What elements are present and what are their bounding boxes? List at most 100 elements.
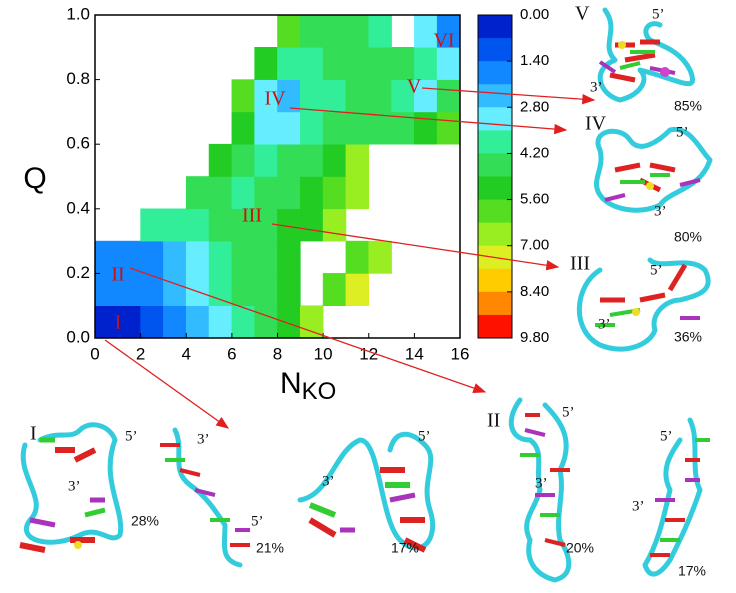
contour-cell bbox=[208, 208, 233, 242]
population-label: 80% bbox=[674, 229, 702, 245]
contour-cell bbox=[322, 208, 347, 242]
x-tick-label: 14 bbox=[405, 344, 424, 363]
contour-cell bbox=[322, 143, 347, 177]
contour-cell bbox=[368, 111, 392, 145]
colorbar-band bbox=[478, 199, 512, 224]
contour-cell bbox=[300, 305, 324, 339]
contour-cell bbox=[345, 273, 370, 306]
colorbar-band bbox=[478, 84, 512, 108]
contour-cell bbox=[277, 46, 301, 80]
contour-cell bbox=[208, 143, 233, 177]
x-tick-label: 8 bbox=[273, 344, 282, 363]
x-label-main: N bbox=[280, 367, 302, 400]
region-label: VI bbox=[433, 30, 454, 52]
contour-cell bbox=[436, 46, 461, 80]
contour-cell bbox=[345, 14, 370, 48]
colorbar-tick-label: 1.40 bbox=[520, 52, 549, 69]
five-prime-label: 5’ bbox=[418, 428, 431, 444]
contour-cell bbox=[231, 240, 255, 274]
contour-cell bbox=[300, 208, 324, 242]
contour-cell bbox=[185, 273, 210, 306]
contour-cell bbox=[345, 240, 370, 274]
contour-cell bbox=[231, 79, 255, 113]
contour-cell bbox=[185, 240, 210, 274]
contour-cell bbox=[345, 79, 370, 113]
x-tick-label: 6 bbox=[227, 344, 236, 363]
colorbar-frame bbox=[477, 14, 513, 339]
contour-cell bbox=[254, 305, 278, 339]
contour-cell bbox=[231, 273, 255, 306]
contour-cell bbox=[163, 208, 187, 242]
structure-label: II bbox=[487, 410, 500, 432]
colorbar-tick-label: 8.40 bbox=[520, 283, 549, 300]
colorbar-band bbox=[478, 130, 512, 154]
region-label: II bbox=[111, 264, 124, 286]
three-prime-label: 3’ bbox=[68, 478, 81, 494]
structure-label: V bbox=[575, 3, 590, 25]
three-prime-label: 3’ bbox=[322, 473, 335, 489]
structure-sketches bbox=[19, 7, 713, 583]
region-label: V bbox=[407, 76, 422, 98]
contour-cell bbox=[368, 79, 392, 113]
contour-cell bbox=[140, 305, 164, 339]
contour-cell bbox=[254, 111, 278, 145]
colorbar-tick-label: 5.60 bbox=[520, 191, 549, 208]
contour-cell bbox=[277, 111, 301, 145]
population-label: 17% bbox=[391, 540, 419, 556]
x-tick-label: 16 bbox=[451, 344, 470, 363]
population-label: 36% bbox=[674, 329, 702, 345]
colorbar-tick-label: 7.00 bbox=[520, 237, 549, 254]
contour-cell bbox=[277, 14, 301, 48]
five-prime-label: 5’ bbox=[562, 404, 575, 420]
contour-cell bbox=[368, 14, 392, 48]
x-axis-label: NKO bbox=[280, 367, 336, 405]
population-label: 20% bbox=[566, 540, 594, 556]
colorbar-tick-label: 2.80 bbox=[520, 98, 549, 115]
contour-cell bbox=[300, 176, 324, 210]
contour-cell bbox=[322, 176, 347, 210]
colorbar-band bbox=[478, 176, 512, 201]
contour-cell bbox=[322, 111, 347, 145]
contour-cell bbox=[254, 240, 278, 274]
contour-cell bbox=[277, 240, 301, 274]
contour-cell bbox=[436, 111, 461, 145]
colorbar-band bbox=[478, 61, 512, 85]
contour-cell bbox=[208, 176, 233, 210]
contour-cell bbox=[163, 273, 187, 306]
contour-plot: 0 2 4 6 8 10 12 14 160.00.20.40.60.81.0QNKO0.001… bbox=[23, 4, 549, 405]
contour-cell bbox=[277, 273, 301, 306]
colorbar-band bbox=[478, 15, 512, 39]
five-prime-label: 5’ bbox=[650, 262, 663, 278]
y-tick-label: 0.4 bbox=[66, 198, 90, 217]
colorbar-band bbox=[478, 222, 512, 247]
contour-cell bbox=[322, 273, 347, 306]
contour-cell bbox=[345, 111, 370, 145]
contour-cell bbox=[300, 79, 324, 113]
x-tick-label: 4 bbox=[182, 344, 191, 363]
contour-cell bbox=[231, 143, 255, 177]
contour-cell bbox=[322, 14, 347, 48]
contour-cell bbox=[208, 273, 233, 306]
y-tick-label: 1.0 bbox=[66, 4, 90, 23]
contour-cell bbox=[345, 176, 370, 210]
y-tick-label: 0.0 bbox=[66, 327, 90, 346]
y-tick-label: 0.2 bbox=[66, 263, 90, 282]
five-prime-label: 5’ bbox=[125, 428, 138, 444]
contour-cell bbox=[208, 305, 233, 339]
three-prime-label: 3’ bbox=[197, 431, 210, 447]
structure-label: I bbox=[30, 423, 37, 445]
x-label-sub: KO bbox=[302, 378, 337, 405]
contour-cell bbox=[163, 240, 187, 274]
five-prime-label: 5’ bbox=[652, 6, 665, 22]
five-prime-label: 5’ bbox=[660, 428, 673, 444]
three-prime-label: 3’ bbox=[654, 203, 667, 219]
region-label: I bbox=[115, 312, 122, 334]
three-prime-label: 3’ bbox=[598, 316, 611, 332]
three-prime-label: 3’ bbox=[590, 79, 603, 95]
colorbar-tick-label: 9.80 bbox=[520, 329, 549, 346]
contour-cell bbox=[140, 240, 164, 274]
structure-label: IV bbox=[585, 113, 607, 135]
contour-cell bbox=[185, 305, 210, 339]
y-tick-label: 0.8 bbox=[66, 69, 90, 88]
contour-cell bbox=[368, 240, 392, 274]
